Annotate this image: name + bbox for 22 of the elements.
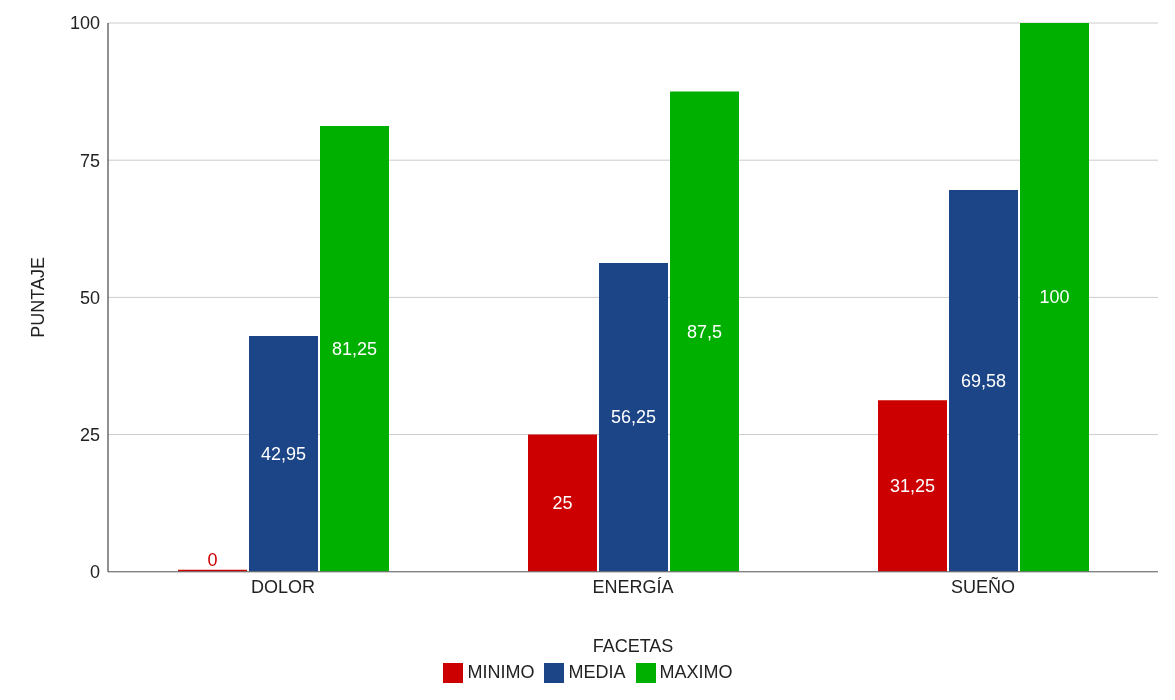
- y-tick-label: 75: [79, 150, 100, 171]
- data-label: 0: [207, 549, 218, 570]
- legend-label: MINIMO: [467, 661, 535, 682]
- y-tick-label: 100: [69, 13, 100, 34]
- data-label: 87,5: [686, 321, 723, 342]
- x-tick-label: SUEÑO: [950, 575, 1016, 597]
- x-tick-label: DOLOR: [250, 576, 316, 597]
- data-label: 42,95: [260, 443, 307, 464]
- data-label: 69,58: [960, 370, 1007, 391]
- x-axis-title: FACETAS: [592, 635, 674, 656]
- data-label: 81,25: [331, 338, 378, 359]
- legend-label: MAXIMO: [659, 661, 733, 682]
- legend-label: MEDIA: [568, 661, 626, 682]
- y-axis-title: PUNTAJE: [28, 257, 49, 338]
- y-tick-label: 0: [89, 562, 100, 583]
- y-tick-label: 25: [79, 424, 100, 445]
- data-label: 25: [552, 493, 573, 514]
- y-tick-label: 50: [79, 287, 100, 308]
- data-label: 56,25: [610, 407, 657, 428]
- data-label: 31,25: [889, 476, 936, 497]
- data-label: 100: [1039, 287, 1070, 308]
- x-tick-label: ENERGÍA: [592, 576, 674, 597]
